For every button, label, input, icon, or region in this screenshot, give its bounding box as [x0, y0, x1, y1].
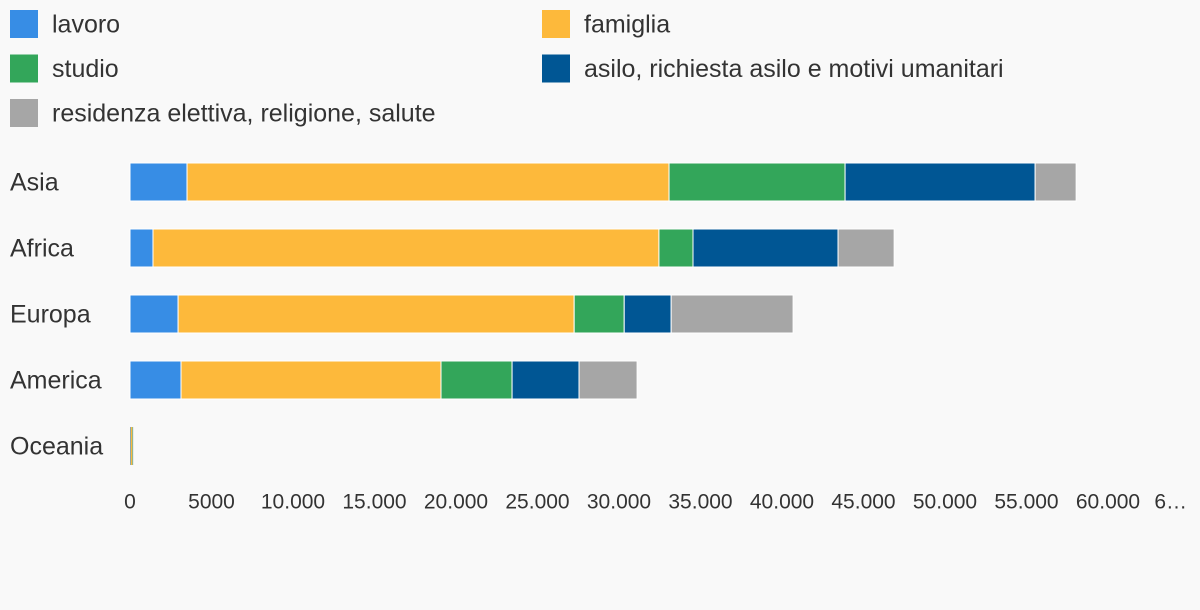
bar-segment [573, 294, 625, 334]
x-tick-label: 40.000 [750, 491, 814, 514]
bar-segment [511, 360, 580, 400]
x-tick-label: 5000 [188, 491, 235, 514]
x-tick-label: 45.000 [831, 491, 895, 514]
legend-label: asilo, richiesta asilo e motivi umanitar… [584, 55, 1004, 83]
bar-segment [440, 360, 513, 400]
legend-swatch [10, 99, 38, 127]
x-tick-label: 55.000 [994, 491, 1058, 514]
x-tick-label: 25.000 [505, 491, 569, 514]
bar-segment [837, 228, 895, 268]
category-label: Europa [10, 301, 91, 329]
legend-swatch [10, 54, 38, 83]
bar-segment [623, 294, 672, 334]
x-tick-label: 6… [1154, 491, 1187, 514]
bar-segment [129, 162, 188, 202]
category-label: Africa [10, 235, 74, 263]
x-tick-label: 0 [124, 491, 136, 514]
x-tick-label: 30.000 [587, 491, 651, 514]
bar-segment [578, 360, 638, 400]
bar-segment [668, 162, 846, 202]
category-label: America [10, 367, 102, 395]
bar-segment [129, 294, 179, 334]
x-tick-label: 60.000 [1076, 491, 1140, 514]
x-tick-label: 50.000 [913, 491, 977, 514]
category-label: Asia [10, 169, 59, 197]
x-tick-label: 20.000 [424, 491, 488, 514]
bar-segment [186, 162, 670, 202]
bar-segment [1034, 162, 1077, 202]
bar-segment [152, 228, 660, 268]
bar-segment [129, 228, 154, 268]
legend-label: studio [52, 55, 119, 83]
bar-segment [177, 294, 575, 334]
legend-swatch [542, 10, 570, 38]
x-tick-label: 35.000 [668, 491, 732, 514]
legend-label: famiglia [584, 11, 670, 39]
bar-segment [129, 360, 182, 400]
bar-segment [180, 360, 442, 400]
category-label: Oceania [10, 433, 103, 461]
legend-label: lavoro [52, 11, 120, 39]
x-tick-label: 10.000 [261, 491, 325, 514]
bar-segment [670, 294, 794, 334]
legend-label: residenza elettiva, religione, salute [52, 100, 436, 128]
bar-segment [658, 228, 694, 268]
bar-segment [844, 162, 1036, 202]
bar-segment [130, 427, 133, 465]
legend-swatch [10, 10, 38, 38]
x-tick-label: 15.000 [342, 491, 406, 514]
bar-segment [130, 427, 131, 465]
bar-segment [692, 228, 839, 268]
legend-swatch [542, 54, 570, 83]
